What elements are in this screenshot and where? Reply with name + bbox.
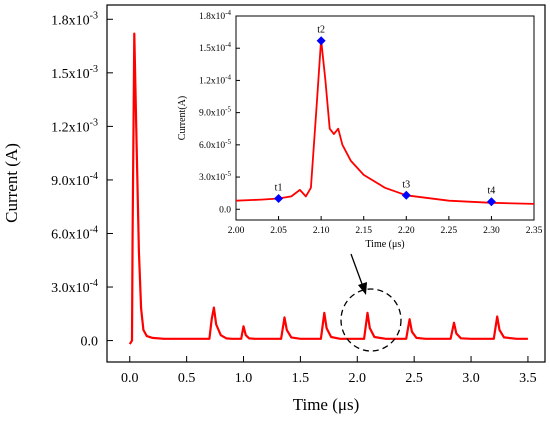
inset-markers: t1 t2 t3 t4 <box>274 25 496 207</box>
inset-y-tick-label: 1.2x10-4 <box>199 73 231 86</box>
marker-t2 <box>316 36 326 46</box>
callout-arrow <box>350 253 363 285</box>
main-y-tick-label: 1.2x10-3 <box>51 117 98 135</box>
inset-x-axis-label: Time (μs) <box>365 239 404 250</box>
marker-label-t2: t2 <box>317 25 325 36</box>
inset-x-tick-label: 2.10 <box>313 226 330 236</box>
inset-x-axis: 2.00 2.05 2.10 2.15 2.20 2.25 2.30 2.35 <box>228 216 543 236</box>
inset-y-tick-label: 6.0x10-5 <box>199 138 231 151</box>
inset-series-line <box>235 38 535 205</box>
callout-arrowhead <box>358 282 367 295</box>
main-x-tick-label: 2.5 <box>405 371 423 386</box>
main-x-tick-label: 3.0 <box>462 371 480 386</box>
main-x-axis: 0.0 0.5 1.0 1.5 2.0 2.5 3.0 3.5 <box>121 356 537 386</box>
inset-x-tick-label: 2.05 <box>270 226 287 236</box>
marker-t3 <box>401 190 411 200</box>
inset-x-tick-label: 2.25 <box>441 226 458 236</box>
marker-label-t4: t4 <box>488 186 496 197</box>
main-chart: 0.0 0.5 1.0 1.5 2.0 2.5 3.0 3.5 0.0 3.0x10-4 6.0x… <box>2 4 546 414</box>
inset-plot-frame <box>235 15 535 221</box>
main-y-tick-label: 1.8x10-3 <box>51 10 98 28</box>
marker-t4 <box>486 197 496 207</box>
main-x-tick-label: 3.5 <box>519 371 537 386</box>
inset-y-tick-label: 3.0x10-5 <box>199 170 231 183</box>
dashed-highlight-circle <box>340 288 402 352</box>
main-y-tick-label: 3.0x10-4 <box>51 278 98 296</box>
main-y-tick-label: 0.0 <box>81 335 99 350</box>
inset-x-tick-label: 2.30 <box>483 226 500 236</box>
main-x-tick-label: 0.0 <box>121 371 139 386</box>
inset-y-axis-label: Current(A) <box>177 96 188 140</box>
inset-y-tick-label: 1.8x10-4 <box>199 9 231 22</box>
inset-chart: 2.00 2.05 2.10 2.15 2.20 2.25 2.30 2.35 0.0 3.0x… <box>177 9 543 250</box>
main-y-tick-label: 9.0x10-4 <box>51 171 98 189</box>
marker-label-t3: t3 <box>402 179 410 190</box>
main-x-tick-label: 2.0 <box>349 371 367 386</box>
inset-x-tick-label: 2.00 <box>228 226 245 236</box>
main-series-line <box>128 32 528 345</box>
main-x-axis-label: Time (μs) <box>293 395 360 414</box>
inset-x-tick-label: 2.15 <box>355 226 372 236</box>
marker-label-t1: t1 <box>275 183 283 194</box>
main-x-tick-label: 1.0 <box>235 371 253 386</box>
inset-x-tick-label: 2.20 <box>398 226 415 236</box>
inset-x-tick-label: 2.35 <box>526 226 543 236</box>
main-y-axis-label: Current (A) <box>2 143 21 223</box>
main-y-axis: 0.0 3.0x10-4 6.0x10-4 9.0x10-4 1.2x10-3 1.5x1… <box>51 10 113 350</box>
main-x-tick-label: 1.5 <box>292 371 310 386</box>
main-x-tick-label: 0.5 <box>178 371 196 386</box>
main-y-tick-label: 1.5x10-3 <box>51 64 98 82</box>
marker-t1 <box>274 194 284 204</box>
inset-y-tick-label: 9.0x10-5 <box>199 106 231 119</box>
main-plot-frame <box>106 4 546 363</box>
inset-y-axis: 0.0 3.0x10-5 6.0x10-5 9.0x10-5 1.2x10-4 1.5x1… <box>199 9 240 215</box>
main-y-tick-label: 6.0x10-4 <box>51 224 98 242</box>
inset-y-tick-label: 0.0 <box>219 205 231 215</box>
inset-y-tick-label: 1.5x10-4 <box>199 41 231 54</box>
